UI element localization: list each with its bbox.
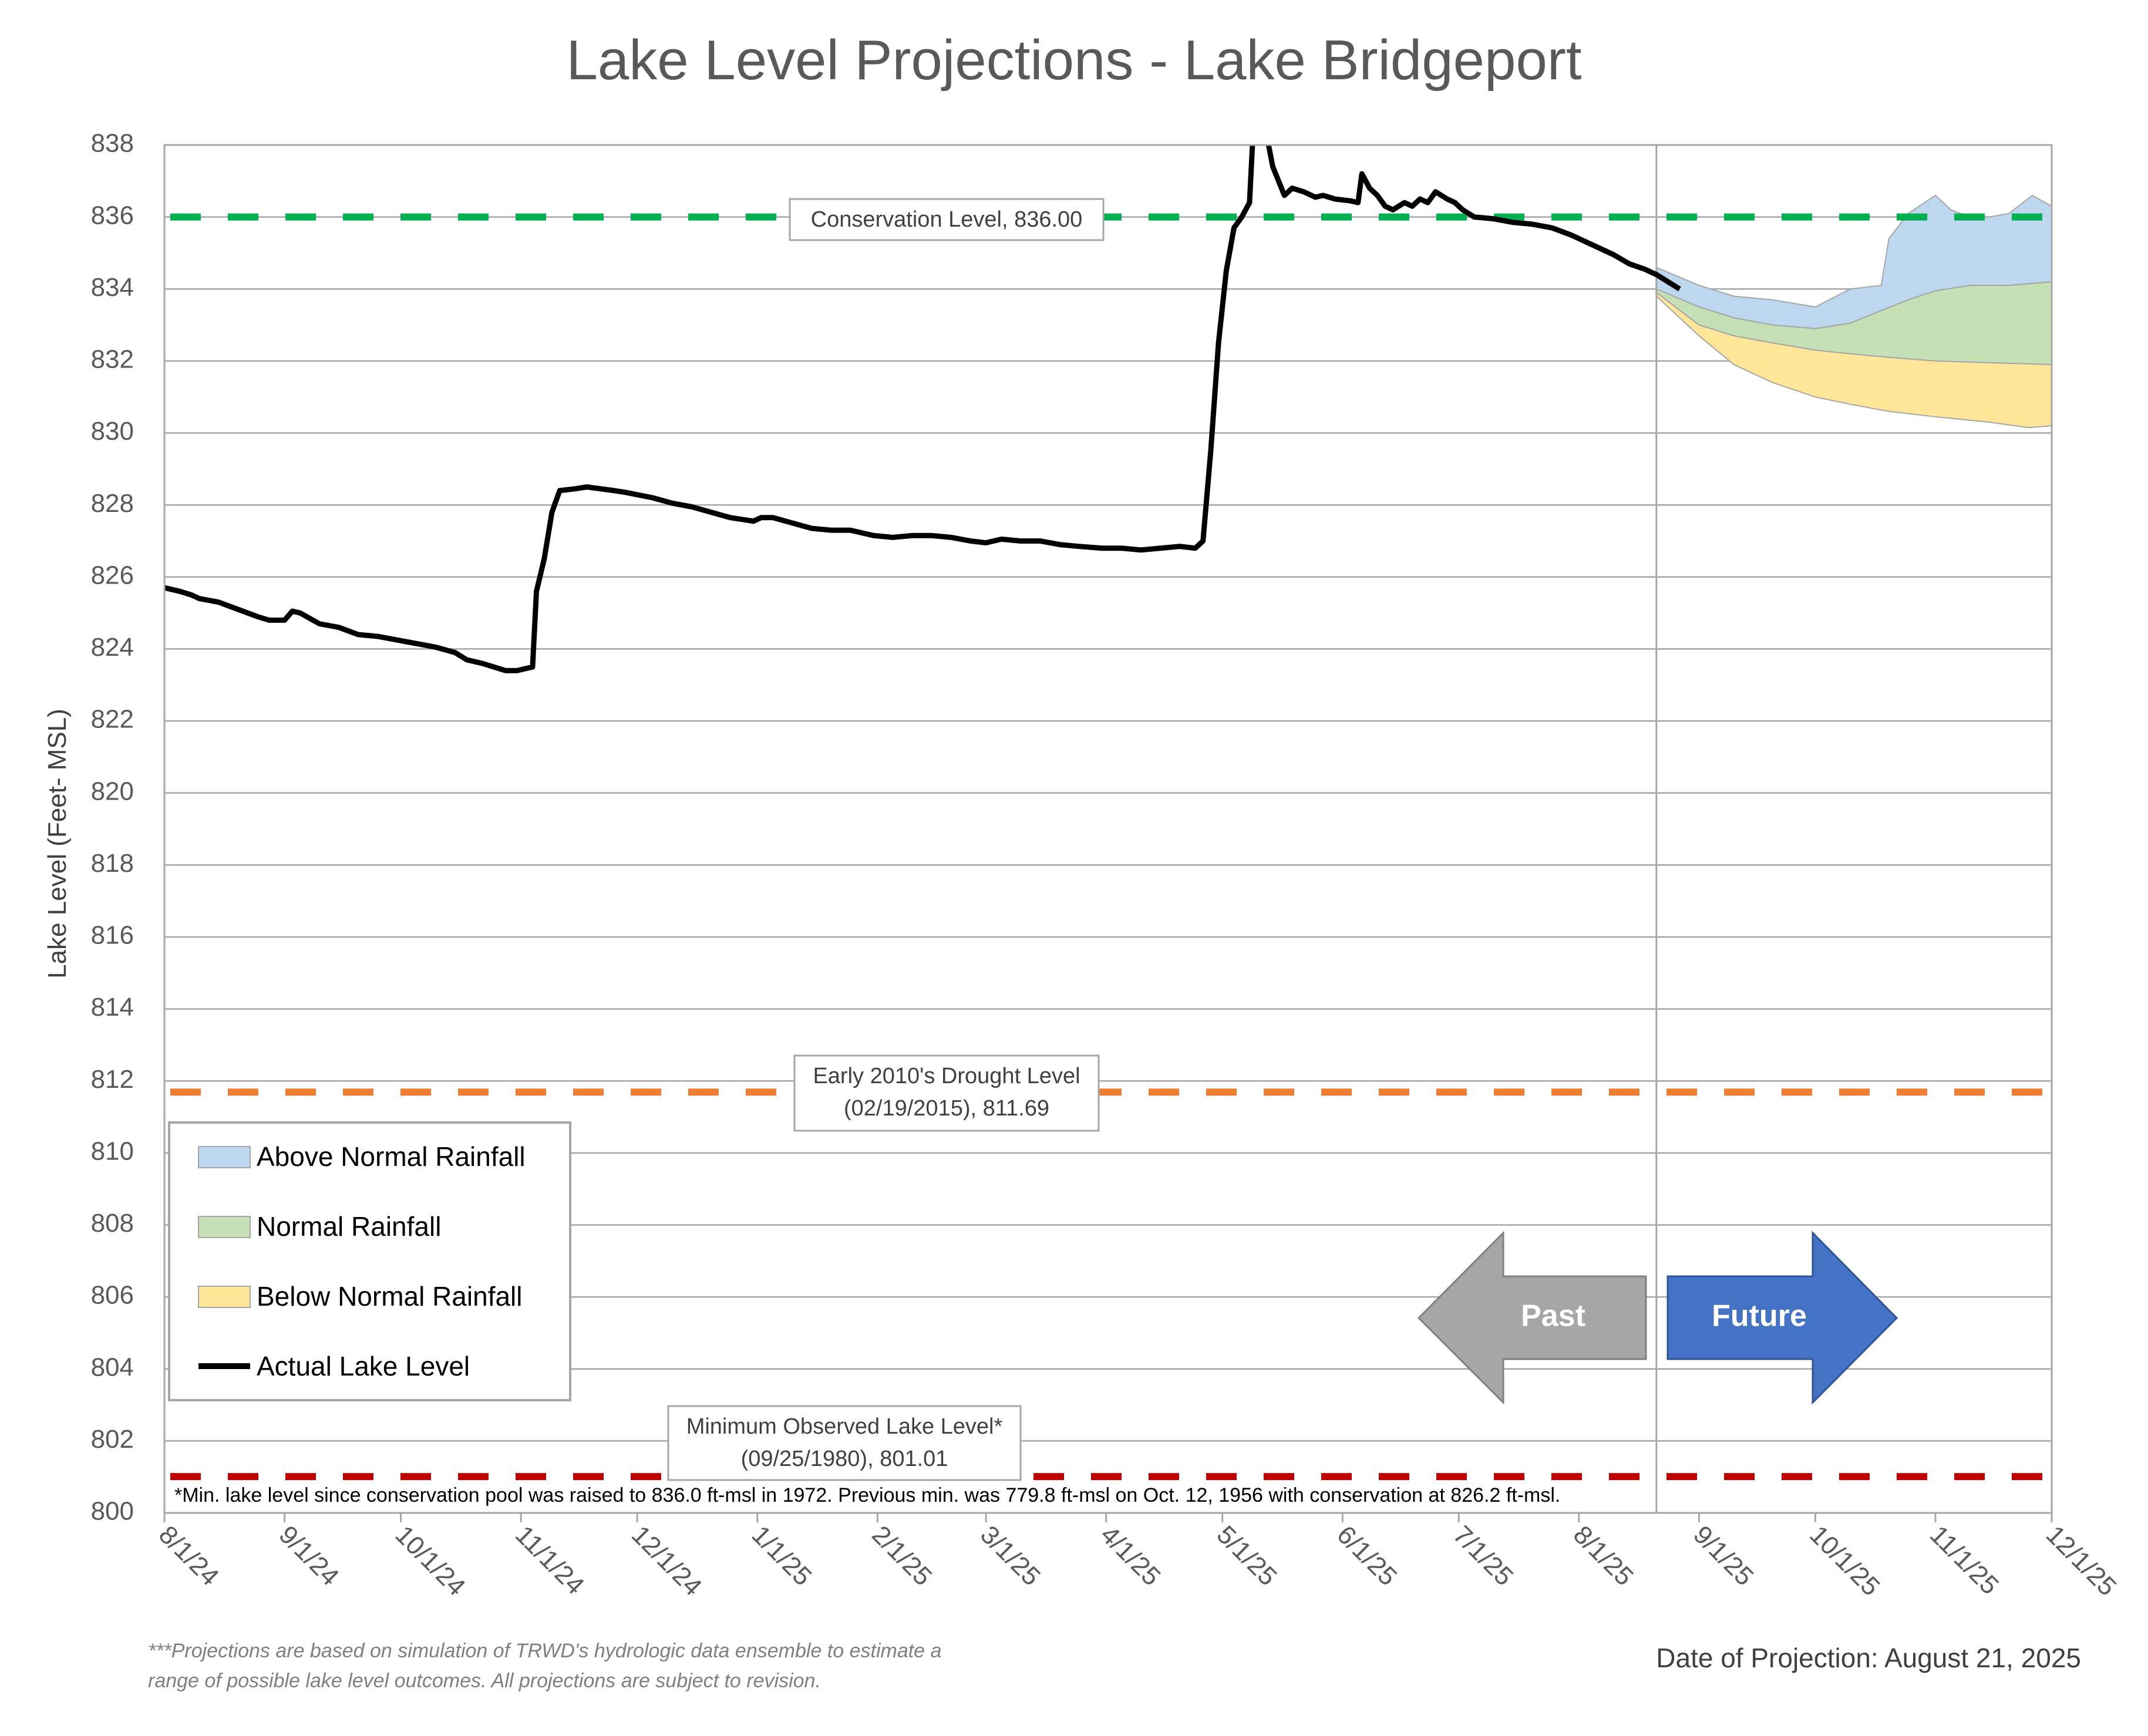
legend-swatch-above-normal [198,1146,251,1168]
y-tick-label-800: 800 [91,1497,134,1526]
projection-footnote-line-2: range of possible lake level outcomes. A… [148,1670,821,1692]
drought-level-label-line-1: Early 2010's Drought Level [813,1064,1080,1088]
minimum-level-label-line-2: (09/25/1980), 801.01 [741,1447,948,1471]
plot-area-border [163,144,2053,1514]
minimum-level-label-line-1: Minimum Observed Lake Level* [686,1414,1003,1439]
legend-label-below-normal: Below Normal Rainfall [257,1281,523,1312]
drought-level-label-box [793,1054,1100,1132]
reference-line-labels: Conservation Level, 836.00 Early 2010's D… [667,198,1105,1481]
y-tick-label-838: 838 [91,129,134,158]
y-tick-label-836: 836 [91,201,134,230]
drought-level-label-line-2: (02/19/2015), 811.69 [844,1096,1049,1121]
y-tick-label-806: 806 [91,1281,134,1310]
legend: Above Normal Rainfall Normal Rainfall Be… [168,1121,571,1401]
y-axis-title: Lake Level (Feet- MSL) [43,709,72,979]
y-tick-label-828: 828 [91,489,134,518]
chart-title: Lake Level Projections - Lake Bridgeport [567,29,1582,92]
projection-date: Date of Projection: August 21, 2025 [1656,1643,2081,1673]
reference-lines [170,213,2046,1481]
y-tick-label-802: 802 [91,1425,134,1454]
min-level-note: *Min. lake level since conservation pool… [174,1484,1560,1506]
y-tick-label-820: 820 [91,777,134,805]
future-arrow-icon [1666,1231,1898,1405]
legend-box [168,1121,571,1401]
legend-swatch-below-normal [198,1286,251,1308]
y-tick-label-832: 832 [91,345,134,374]
y-tick-label-816: 816 [91,921,134,950]
legend-label-normal: Normal Rainfall [257,1211,441,1242]
y-tick-label-808: 808 [91,1209,134,1238]
y-tick-label-824: 824 [91,633,134,662]
conservation-level-label-line-1: Conservation Level, 836.00 [811,207,1083,232]
legend-swatch-normal [198,1216,251,1238]
y-tick-label-814: 814 [91,993,134,1022]
y-tick-label-818: 818 [91,849,134,878]
actual-lake-level-series [164,145,1681,673]
y-tick-label-826: 826 [91,561,134,589]
y-tick-label-810: 810 [91,1137,134,1165]
past-arrow-icon [1417,1231,1647,1405]
y-axis-ticks: 800 802 804 806 808 810 812 814 816 818 820 822 824 8… [91,129,134,1526]
y-tick-label-830: 830 [91,417,134,446]
legend-label-above-normal: Above Normal Rainfall [257,1141,526,1172]
legend-label-actual-level: Actual Lake Level [257,1351,470,1381]
minimum-level-label-box [667,1405,1022,1481]
future-arrow-label: Future [1712,1299,1807,1333]
actual-lake-level-line [164,145,1681,673]
y-tick-label-822: 822 [91,705,134,734]
past-arrow-label: Past [1521,1299,1585,1333]
conservation-level-label-box [789,198,1105,241]
y-tick-label-812: 812 [91,1065,134,1094]
area-below-normal-rainfall [1655,291,2052,429]
y-tick-label-834: 834 [91,273,134,302]
y-tick-label-804: 804 [91,1353,134,1381]
projection-footnote-line-1: ***Projections are based on simulation o… [148,1640,941,1662]
